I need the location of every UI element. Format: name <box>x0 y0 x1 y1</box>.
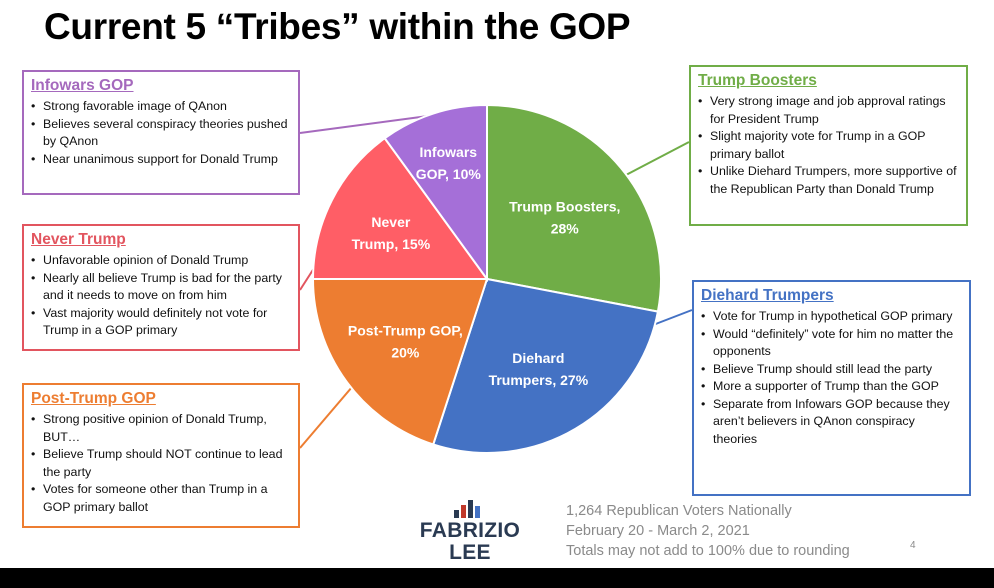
footnote-rounding: Totals may not add to 100% due to roundi… <box>566 543 850 559</box>
logo-word-lee: LEE <box>449 541 491 564</box>
infowars-item: Believes several conspiracy theories pus… <box>31 116 290 151</box>
pie-chart: Trump Boosters, 28% Diehard Trumpers, 27% Po… <box>299 103 693 454</box>
never-trump-description-box: Never Trump Unfavorable opinion of Donal… <box>22 224 300 351</box>
pie-slice-label: Never Trump, 15% <box>352 214 431 252</box>
pie-slice-infowars-gop <box>383 103 488 283</box>
pie-slice-label-line1: Infowars <box>419 144 477 160</box>
pie-slice-label-line1: Diehard <box>512 350 564 366</box>
trump-boosters-item: Very strong image and job approval ratin… <box>698 93 958 128</box>
slide-title: Current 5 “Tribes” within the GOP <box>44 6 631 47</box>
pie-slice-label: Infowars GOP, 10% <box>416 144 482 182</box>
post-trump-item: Votes for someone other than Trump in a … <box>31 481 290 516</box>
pie-slice-label-line1: Trump Boosters, <box>509 199 620 215</box>
pie-slice-label: Diehard Trumpers, 27% <box>489 350 589 388</box>
bar-chart-logo-icon <box>454 500 480 518</box>
pie-slice-label-line2: 28% <box>551 221 580 237</box>
diehard-trumpers-item: Vote for Trump in hypothetical GOP prima… <box>701 308 961 326</box>
page-number: 4 <box>910 540 916 551</box>
logo-word-fabrizio: FABRIZIO <box>419 519 521 542</box>
post-trump-item: Strong positive opinion of Donald Trump,… <box>31 411 290 446</box>
never-trump-item: Nearly all believe Trump is bad for the … <box>31 270 290 305</box>
diehard-trumpers-heading: Diehard Trumpers <box>701 287 834 304</box>
pie-slice-never-trump <box>311 136 489 280</box>
infowars-description-box: Infowars GOP Strong favorable image of Q… <box>22 70 300 195</box>
diehard-trumpers-item: More a supporter of Trump than the GOP <box>701 378 961 396</box>
infowars-item: Strong favorable image of QAnon <box>31 98 290 116</box>
connector-post <box>299 379 359 449</box>
infowars-heading: Infowars GOP <box>31 77 134 94</box>
pie-slice-post-trump-gop <box>311 278 489 446</box>
footnote-dates: February 20 - March 2, 2021 <box>566 523 750 539</box>
trump-boosters-item: Unlike Diehard Trumpers, more supportive… <box>698 163 958 198</box>
diehard-trumpers-item: Believe Trump should still lead the part… <box>701 361 961 379</box>
infowars-item: Near unanimous support for Donald Trump <box>31 151 290 169</box>
trump-boosters-description-box: Trump Boosters Very strong image and job… <box>689 65 968 226</box>
never-trump-heading: Never Trump <box>31 231 126 248</box>
never-trump-item: Vast majority would definitely not vote … <box>31 305 290 340</box>
pie-slice-label-line2: Trumpers, 27% <box>489 372 589 388</box>
pie-slice-label-line1: Never <box>371 214 410 230</box>
pie-slice-label-line2: GOP, 10% <box>416 166 482 182</box>
never-trump-item: Unfavorable opinion of Donald Trump <box>31 252 290 270</box>
bottom-black-bar <box>0 568 994 588</box>
diehard-trumpers-description-box: Diehard Trumpers Vote for Trump in hypot… <box>692 280 971 496</box>
trump-boosters-item: Slight majority vote for Trump in a GOP … <box>698 128 958 163</box>
pie-slice-label: Trump Boosters, 28% <box>509 199 620 237</box>
diehard-trumpers-item: Separate from Infowars GOP because they … <box>701 396 961 449</box>
pie-slice-label-line2: 20% <box>391 344 420 360</box>
pie-slice-label: Post-Trump GOP, 20% <box>348 322 463 360</box>
footnote-sample: 1,264 Republican Voters Nationally <box>566 503 792 519</box>
pie-slice-diehard-trumpers <box>431 277 660 454</box>
pie-slice-label-line2: Trump, 15% <box>352 236 431 252</box>
post-trump-item: Believe Trump should NOT continue to lea… <box>31 446 290 481</box>
connector-infowars <box>299 115 429 134</box>
slide: Current 5 “Tribes” within the GOP Trump … <box>0 0 994 568</box>
fabrizio-lee-logo: FABRIZIO LEE <box>408 500 532 566</box>
footnote: 1,264 Republican Voters Nationally Febru… <box>566 501 850 561</box>
pie-slice-trump-boosters <box>486 103 662 313</box>
trump-boosters-heading: Trump Boosters <box>698 72 817 89</box>
post-trump-description-box: Post-Trump GOP Strong positive opinion o… <box>22 383 300 528</box>
pie-slice-label-line1: Post-Trump GOP, <box>348 322 463 338</box>
post-trump-heading: Post-Trump GOP <box>31 390 156 407</box>
diehard-trumpers-item: Would “definitely” vote for him no matte… <box>701 326 961 361</box>
